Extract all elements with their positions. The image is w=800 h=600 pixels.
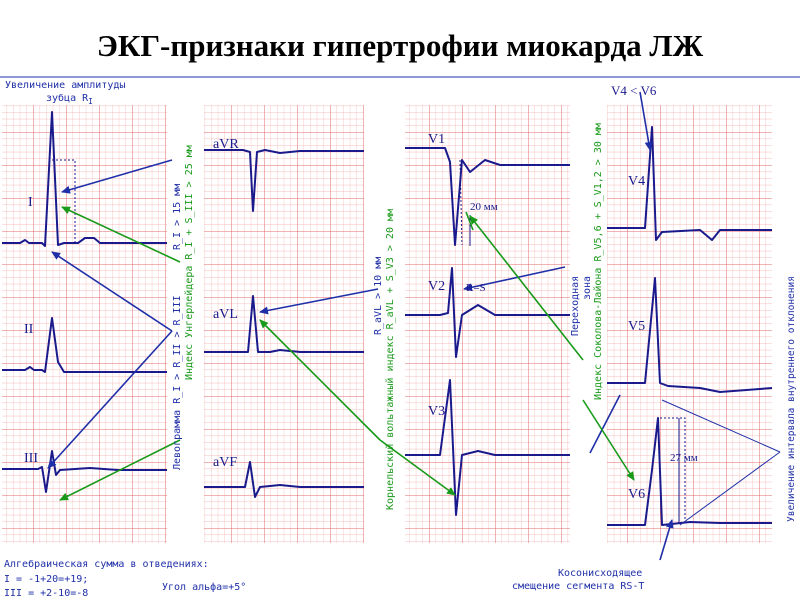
lead-label-V6: V6 — [628, 487, 645, 502]
note-ungerleider: Индекс Унгерлейдера R_I + S_III > 25 мм — [183, 145, 195, 380]
note-lead-III-sum: III = +2-10=-8 — [4, 588, 88, 599]
note-amp-line2: зубца RI — [46, 92, 93, 106]
ecg-trace-V2 — [405, 267, 570, 358]
ecg-trace-V5 — [607, 277, 773, 393]
arrow-ravl-gt-10 — [259, 288, 379, 315]
arrow-ungerleider-I — [61, 206, 181, 263]
note-r1-gt-15: R_I > 15 мм — [172, 184, 183, 250]
lead-label-V2: V2 — [428, 279, 445, 294]
grid-panel-chest-2 — [607, 105, 772, 543]
arrow-r-eq-s — [463, 266, 566, 292]
ecg-trace-V6 — [607, 417, 772, 526]
grid-panel-chest-1 — [405, 105, 570, 543]
lead-label-V1: V1 — [428, 132, 445, 147]
note-sokolow: Индекс Соколова-Лайона R_V5,6 + S_V1,2 >… — [592, 123, 604, 400]
note-transition-1: Переходная — [570, 276, 581, 336]
label-v4-lt-v6: V4 < V6 — [611, 83, 657, 98]
note-alpha: Угол альфа=+5° — [162, 581, 246, 593]
ecg-trace-V3 — [405, 379, 570, 516]
note-st-line1: Косонисходящее — [558, 568, 642, 579]
note-lead-I-sum: I = -1+20=+19; — [4, 574, 88, 585]
arrow-v4-lt-v6 — [639, 91, 653, 151]
lead-label-aVL: aVL — [213, 307, 238, 322]
note-alg-sum: Алгебраическая сумма в отведениях: — [4, 558, 209, 570]
ecg-trace-aVL — [204, 295, 364, 353]
note-st-line2: смещение сегмента RS-T — [512, 581, 644, 592]
lead-label-III: III — [24, 451, 38, 466]
note-ravl-gt-10: R_aVL > 10 мм — [373, 257, 384, 335]
ecg-trace-III — [2, 450, 167, 493]
arrow-cornell-aVL — [259, 319, 381, 441]
note-transition-2: зона — [582, 276, 593, 300]
lead-label-V5: V5 — [628, 319, 645, 334]
label-20mm: 20 мм — [470, 201, 498, 213]
label-r-eq-s: R=S — [466, 282, 486, 294]
ecg-trace-I — [2, 111, 167, 247]
ecg-trace-aVR — [204, 149, 364, 212]
label-27mm: 27 мм — [670, 452, 698, 464]
arrow-cornell-V3 — [379, 439, 456, 496]
lead-label-V3: V3 — [428, 404, 445, 419]
note-levogramma: Левограмма R_I > R_II > R_III — [172, 295, 183, 470]
arrow-r1-gt-15 — [61, 159, 173, 194]
ecg-trace-V1 — [405, 147, 570, 246]
line-intrinsicoid-b — [679, 451, 781, 526]
arrow-st-depression — [659, 519, 674, 561]
grid-panel-limb-2 — [204, 105, 364, 543]
line-intrinsicoid-a — [661, 399, 781, 453]
ecg-trace-II — [2, 317, 167, 373]
lead-label-aVF: aVF — [213, 455, 237, 470]
arrow-levogramma-I — [51, 251, 173, 332]
arrow-sokolow-V6 — [582, 399, 635, 481]
arrow-sokolow-V1b — [469, 215, 584, 361]
ecg-trace-V4 — [607, 126, 772, 241]
ecg-trace-aVF — [204, 461, 364, 498]
page-title: ЭКГ-признаки гипертрофии миокарда ЛЖ — [96, 28, 704, 63]
note-intrinsicoid: Увеличение интервала внутреннего отклоне… — [786, 276, 797, 522]
lead-label-II: II — [24, 322, 34, 337]
lead-label-V4: V4 — [628, 174, 645, 189]
arrow-transition-zone — [589, 394, 621, 454]
lead-label-I: I — [28, 195, 33, 210]
arrow-levogramma-III — [47, 330, 173, 469]
arrow-ungerleider-III — [59, 439, 181, 501]
lead-label-aVR: aVR — [213, 137, 239, 152]
note-cornell: Корнельский вольтажный индекс R_aVL + S_… — [384, 209, 396, 510]
measure-bracket-V6 — [660, 417, 686, 523]
note-amp-line1: Увеличение амплитуды — [5, 80, 125, 91]
